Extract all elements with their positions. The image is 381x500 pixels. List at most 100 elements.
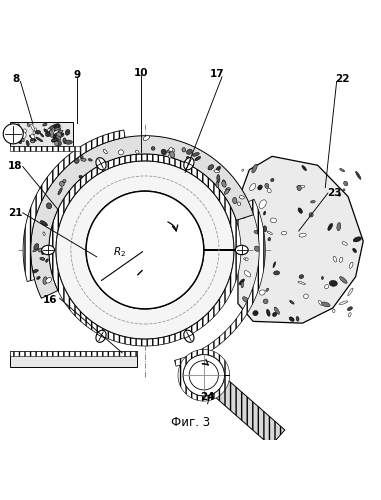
Polygon shape [238,156,363,323]
Ellipse shape [348,312,351,317]
Ellipse shape [18,139,22,144]
Ellipse shape [224,189,229,194]
Ellipse shape [244,211,248,216]
Ellipse shape [42,246,54,254]
Polygon shape [10,350,138,356]
Ellipse shape [258,185,262,190]
Ellipse shape [58,127,60,132]
Ellipse shape [289,317,294,322]
Ellipse shape [241,282,243,288]
Ellipse shape [259,290,265,295]
Ellipse shape [46,278,51,283]
Ellipse shape [242,296,248,302]
Ellipse shape [244,258,247,260]
Ellipse shape [347,307,352,310]
Ellipse shape [263,299,268,304]
Ellipse shape [31,140,35,143]
Ellipse shape [54,141,59,146]
Polygon shape [10,350,138,366]
Ellipse shape [339,257,343,262]
Ellipse shape [297,186,305,188]
Ellipse shape [342,242,347,245]
Ellipse shape [40,220,48,226]
Ellipse shape [273,262,275,268]
Ellipse shape [79,176,83,178]
Circle shape [183,354,225,396]
Ellipse shape [30,124,35,131]
Ellipse shape [88,158,92,161]
Ellipse shape [96,158,106,170]
Ellipse shape [237,202,241,205]
Ellipse shape [27,123,30,127]
Ellipse shape [344,181,348,186]
Ellipse shape [299,233,306,237]
Ellipse shape [53,124,60,128]
Ellipse shape [43,246,47,251]
Polygon shape [23,130,125,282]
Ellipse shape [38,248,42,252]
Ellipse shape [325,284,328,288]
Ellipse shape [52,139,55,142]
Ellipse shape [18,131,26,136]
Ellipse shape [339,301,348,304]
Ellipse shape [226,188,230,191]
Ellipse shape [118,150,123,155]
Circle shape [86,191,204,309]
Ellipse shape [136,150,139,154]
Ellipse shape [274,271,280,275]
Ellipse shape [274,307,280,314]
Ellipse shape [329,280,337,286]
Ellipse shape [56,130,63,134]
Ellipse shape [19,130,21,134]
Ellipse shape [340,168,345,172]
Ellipse shape [36,137,43,142]
Polygon shape [49,154,241,346]
Ellipse shape [311,200,315,203]
Ellipse shape [290,300,294,304]
Ellipse shape [96,330,106,342]
Text: 8: 8 [12,74,19,84]
Ellipse shape [333,256,337,262]
Text: 24: 24 [200,392,215,402]
Ellipse shape [81,158,86,161]
Ellipse shape [40,133,44,137]
Ellipse shape [169,148,173,152]
Polygon shape [56,161,234,339]
Ellipse shape [49,130,54,138]
Ellipse shape [103,150,107,154]
Circle shape [3,124,23,144]
Ellipse shape [299,274,304,278]
Ellipse shape [63,138,66,143]
Ellipse shape [297,185,301,190]
Ellipse shape [253,310,258,316]
Ellipse shape [328,224,333,230]
Ellipse shape [254,230,261,234]
Ellipse shape [214,170,219,172]
Ellipse shape [272,312,277,316]
Ellipse shape [195,156,201,160]
Ellipse shape [349,262,353,268]
Ellipse shape [56,136,61,140]
Ellipse shape [19,138,24,140]
Ellipse shape [143,136,149,140]
Ellipse shape [298,208,303,214]
Ellipse shape [49,132,55,136]
Ellipse shape [182,148,186,152]
Ellipse shape [35,130,41,134]
Ellipse shape [56,133,63,136]
Ellipse shape [309,212,313,217]
Ellipse shape [235,246,248,254]
Ellipse shape [186,149,192,154]
Ellipse shape [239,196,244,199]
Ellipse shape [169,150,174,158]
Polygon shape [211,378,285,446]
Ellipse shape [268,238,271,241]
Ellipse shape [54,128,61,130]
Polygon shape [178,350,230,401]
Ellipse shape [296,316,299,321]
Ellipse shape [233,198,237,203]
Ellipse shape [74,158,79,164]
Ellipse shape [33,128,36,135]
Ellipse shape [322,302,330,307]
Ellipse shape [30,138,35,142]
